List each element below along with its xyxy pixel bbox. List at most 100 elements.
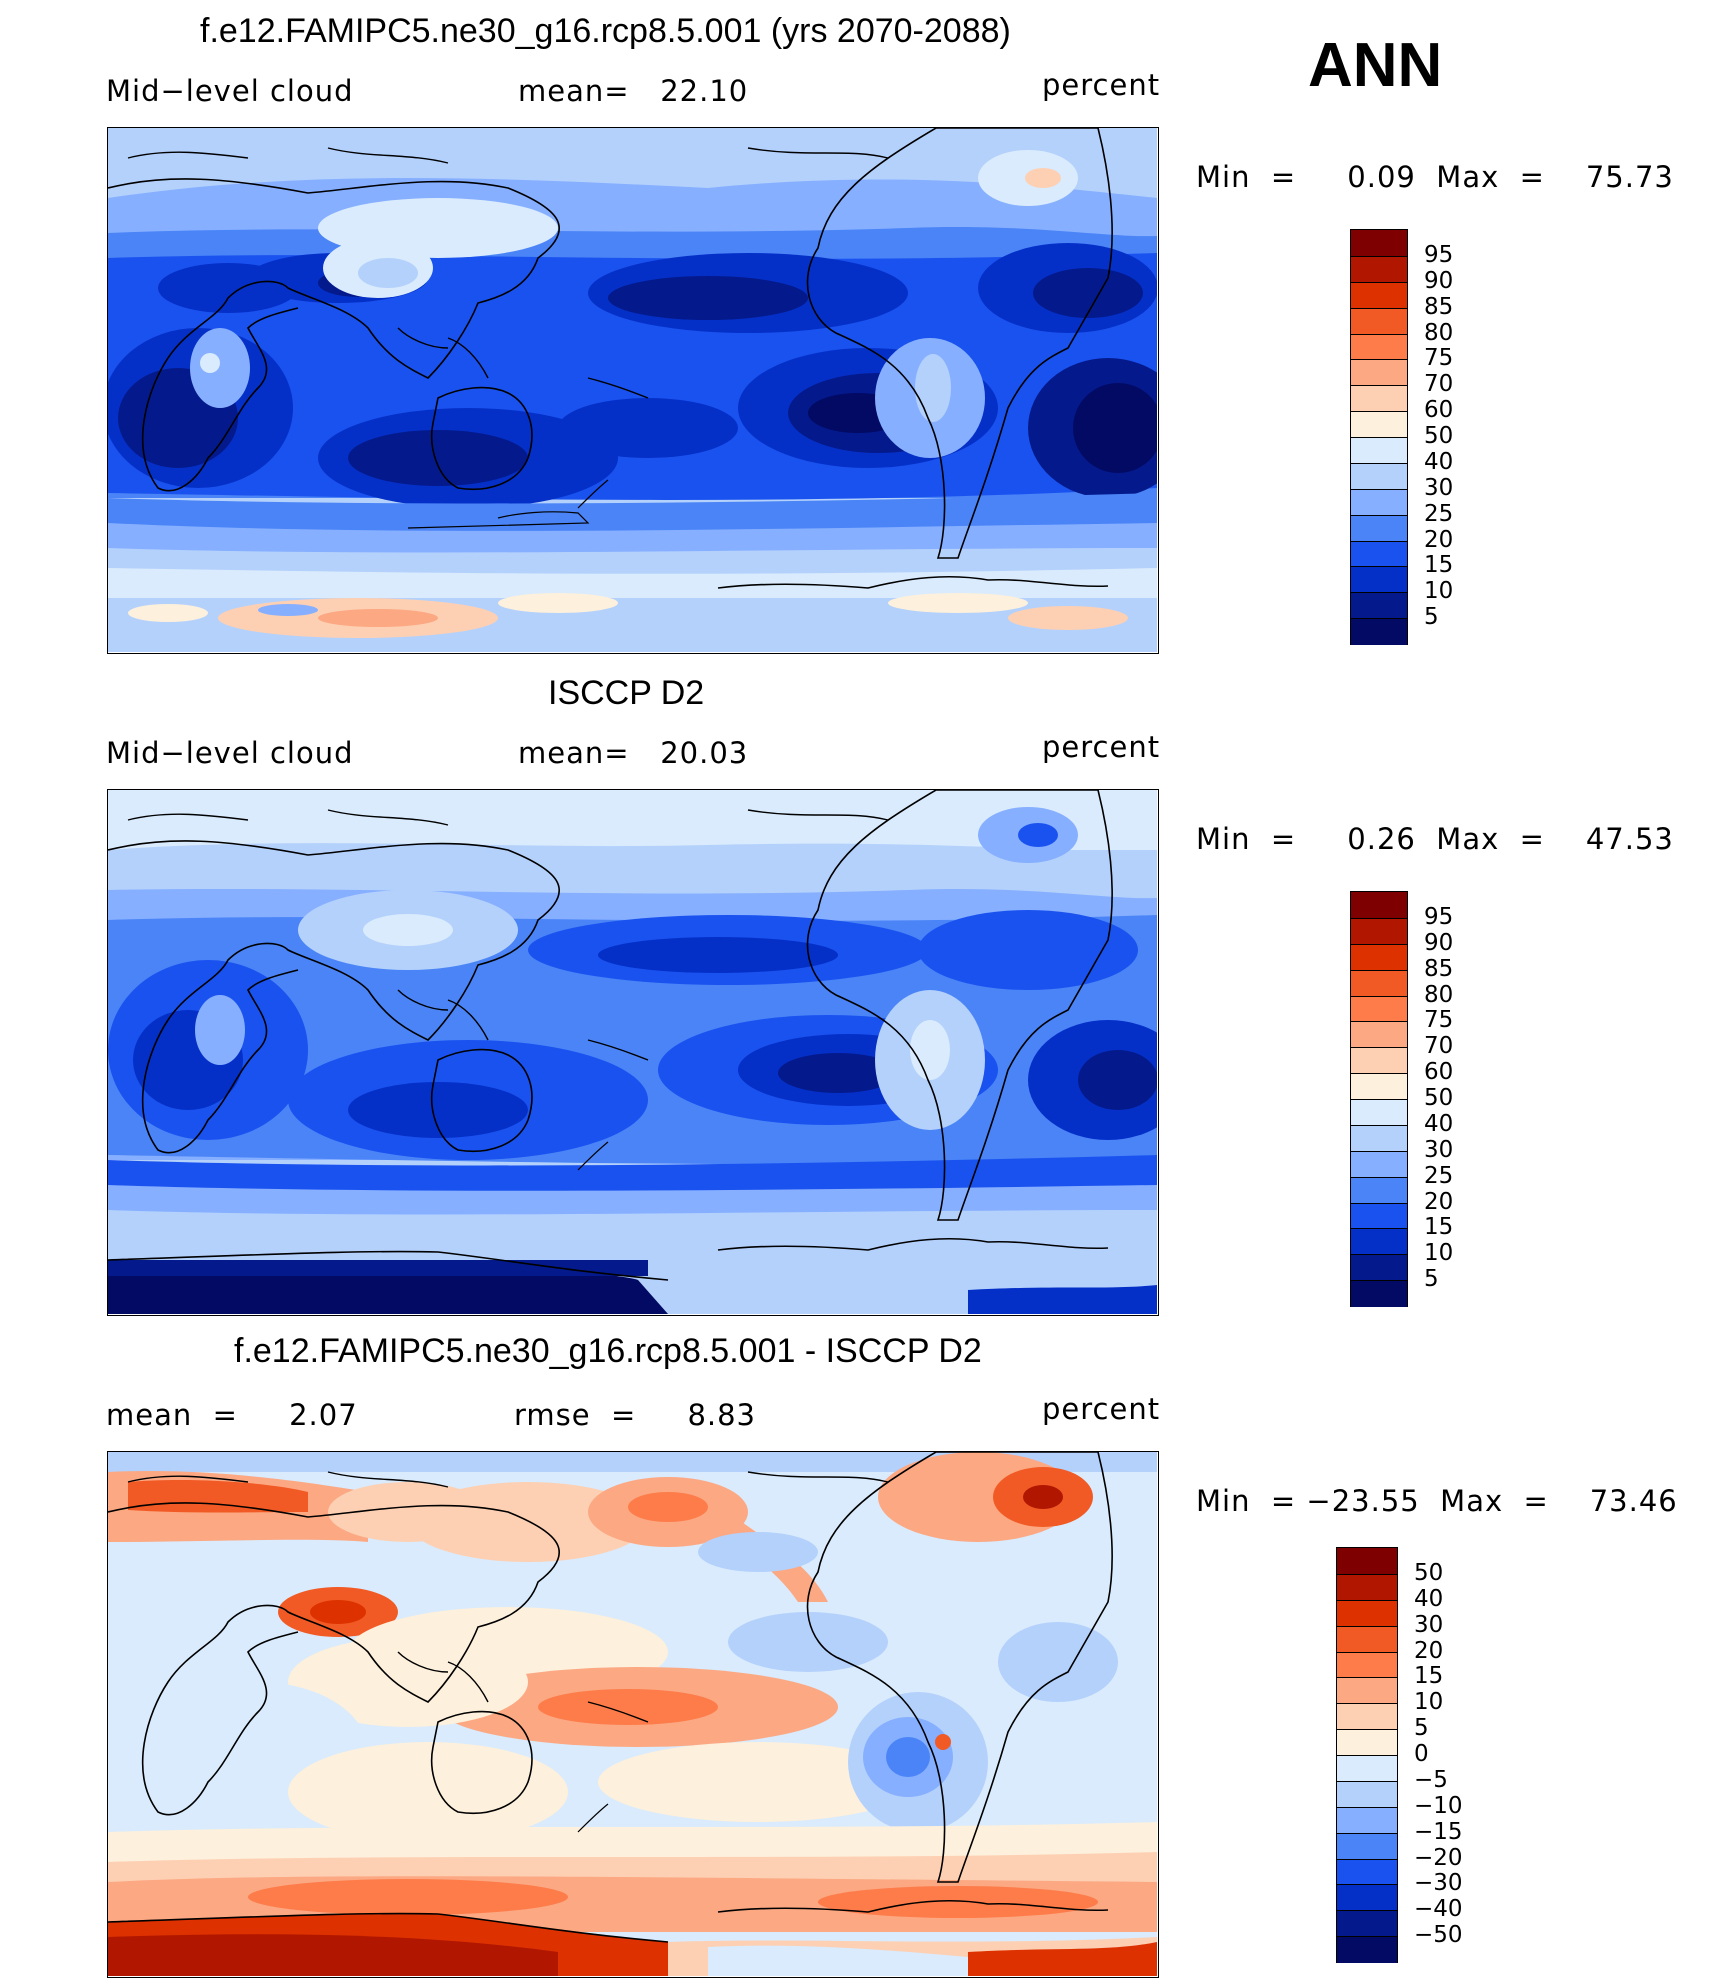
colorbar-swatch bbox=[1337, 1599, 1397, 1627]
panel-2-mean: mean= 20.03 bbox=[518, 736, 749, 770]
panel-2-map bbox=[107, 789, 1159, 1316]
colorbar-tick-label: 40 bbox=[1424, 448, 1454, 475]
colorbar-tick-label: 15 bbox=[1424, 1214, 1454, 1241]
colorbar-swatch bbox=[1337, 1651, 1397, 1679]
colorbar-tick-label: 15 bbox=[1424, 552, 1454, 579]
colorbar-tick-label: 95 bbox=[1424, 241, 1454, 268]
panel-1-title: f.e12.FAMIPC5.ne30_g16.rcp8.5.001 (yrs 2… bbox=[200, 12, 1011, 50]
colorbar-tick-label: 10 bbox=[1414, 1689, 1444, 1716]
colorbar-tick-label: 20 bbox=[1414, 1637, 1444, 1664]
colorbar-swatch bbox=[1351, 281, 1407, 309]
colorbar-swatch bbox=[1351, 892, 1407, 919]
colorbar-swatch bbox=[1351, 255, 1407, 283]
colorbar-swatch bbox=[1351, 1254, 1407, 1282]
colorbar-tick-label: 25 bbox=[1424, 500, 1454, 527]
colorbar-tick-label: 50 bbox=[1424, 1085, 1454, 1111]
colorbar-tick-label: 5 bbox=[1414, 1715, 1429, 1742]
colorbar-swatch bbox=[1337, 1858, 1397, 1886]
colorbar-tick-label: 15 bbox=[1414, 1663, 1444, 1690]
colorbar-tick-label: 30 bbox=[1414, 1611, 1444, 1638]
colorbar-swatch bbox=[1351, 917, 1407, 945]
colorbar-tick-label: 0 bbox=[1414, 1741, 1429, 1767]
colorbar-tick-label: 30 bbox=[1424, 1136, 1454, 1163]
colorbar-swatch bbox=[1351, 1073, 1407, 1100]
panel-2-variable: Mid−level cloud bbox=[106, 736, 354, 770]
panel-2-units: percent bbox=[1042, 730, 1161, 764]
panel-3-map bbox=[107, 1451, 1159, 1978]
colorbar-swatch bbox=[1351, 1280, 1407, 1307]
colorbar-swatch bbox=[1337, 1936, 1397, 1963]
colorbar-tick-label: −15 bbox=[1414, 1818, 1463, 1845]
colorbar-tick-label: 80 bbox=[1424, 319, 1454, 346]
colorbar-swatch bbox=[1337, 1832, 1397, 1860]
colorbar-tick-label: 70 bbox=[1424, 1033, 1454, 1060]
colorbar-tick-label: 10 bbox=[1424, 1240, 1454, 1267]
colorbar-tick-label: −10 bbox=[1414, 1792, 1463, 1819]
panel-2-colorbar bbox=[1350, 891, 1408, 1307]
colorbar-swatch bbox=[1351, 1124, 1407, 1152]
colorbar-tick-label: 30 bbox=[1424, 474, 1454, 501]
colorbar-swatch bbox=[1351, 1176, 1407, 1204]
colorbar-swatch bbox=[1351, 307, 1407, 335]
colorbar-swatch bbox=[1351, 995, 1407, 1023]
colorbar-swatch bbox=[1351, 943, 1407, 971]
colorbar-tick-label: −40 bbox=[1414, 1896, 1463, 1923]
colorbar-tick-label: −50 bbox=[1414, 1922, 1463, 1949]
colorbar-tick-label: 5 bbox=[1424, 1266, 1439, 1293]
colorbar-swatch bbox=[1337, 1625, 1397, 1653]
colorbar-swatch bbox=[1351, 1099, 1407, 1126]
panel-1-minmax: Min = 0.09 Max = 75.73 bbox=[1196, 160, 1674, 194]
colorbar-swatch bbox=[1351, 1228, 1407, 1256]
colorbar-tick-label: 95 bbox=[1424, 903, 1454, 930]
colorbar-tick-label: 20 bbox=[1424, 526, 1454, 553]
colorbar-swatch bbox=[1351, 1021, 1407, 1049]
colorbar-swatch bbox=[1337, 1677, 1397, 1705]
panel-3-minmax: Min = −23.55 Max = 73.46 bbox=[1196, 1484, 1678, 1518]
colorbar-swatch bbox=[1351, 488, 1407, 516]
panel-1-colorbar bbox=[1350, 229, 1408, 645]
colorbar-tick-label: 25 bbox=[1424, 1162, 1454, 1189]
colorbar-tick-label: 85 bbox=[1424, 293, 1454, 320]
colorbar-swatch bbox=[1351, 462, 1407, 490]
colorbar-swatch bbox=[1351, 566, 1407, 594]
colorbar-swatch bbox=[1337, 1729, 1397, 1756]
colorbar-tick-label: 75 bbox=[1424, 1007, 1454, 1034]
colorbar-tick-label: 20 bbox=[1424, 1188, 1454, 1215]
colorbar-tick-label: 90 bbox=[1424, 267, 1454, 294]
colorbar-tick-label: 90 bbox=[1424, 929, 1454, 956]
colorbar-tick-label: −20 bbox=[1414, 1844, 1463, 1871]
colorbar-swatch bbox=[1351, 230, 1407, 257]
colorbar-swatch bbox=[1337, 1910, 1397, 1938]
colorbar-tick-label: 40 bbox=[1414, 1585, 1444, 1612]
panel-2-minmax: Min = 0.26 Max = 47.53 bbox=[1196, 822, 1674, 856]
colorbar-swatch bbox=[1351, 359, 1407, 387]
colorbar-swatch bbox=[1351, 437, 1407, 464]
colorbar-swatch bbox=[1351, 514, 1407, 542]
colorbar-tick-label: −30 bbox=[1414, 1870, 1463, 1897]
colorbar-swatch bbox=[1337, 1548, 1397, 1575]
colorbar-tick-label: 60 bbox=[1424, 1059, 1454, 1086]
colorbar-swatch bbox=[1351, 333, 1407, 361]
colorbar-swatch bbox=[1337, 1780, 1397, 1808]
panel-3-units: percent bbox=[1042, 1392, 1161, 1426]
panel-3-mean: mean = 2.07 bbox=[106, 1398, 358, 1432]
colorbar-swatch bbox=[1351, 1202, 1407, 1230]
colorbar-swatch bbox=[1351, 385, 1407, 413]
panel-3-title: f.e12.FAMIPC5.ne30_g16.rcp8.5.001 - ISCC… bbox=[234, 1332, 982, 1370]
colorbar-tick-label: 70 bbox=[1424, 371, 1454, 398]
season-label: ANN bbox=[1308, 31, 1443, 100]
colorbar-swatch bbox=[1351, 411, 1407, 438]
colorbar-tick-label: 80 bbox=[1424, 981, 1454, 1008]
colorbar-tick-label: 75 bbox=[1424, 345, 1454, 372]
colorbar-swatch bbox=[1337, 1755, 1397, 1782]
colorbar-tick-label: 50 bbox=[1424, 423, 1454, 449]
colorbar-tick-label: −5 bbox=[1414, 1766, 1448, 1793]
colorbar-swatch bbox=[1337, 1703, 1397, 1731]
colorbar-swatch bbox=[1351, 618, 1407, 645]
panel-1-variable: Mid−level cloud bbox=[106, 74, 354, 108]
panel-1-units: percent bbox=[1042, 68, 1161, 102]
panel-1-map bbox=[107, 127, 1159, 654]
colorbar-tick-label: 60 bbox=[1424, 397, 1454, 424]
colorbar-tick-label: 5 bbox=[1424, 604, 1439, 631]
panel-3-colorbar bbox=[1336, 1547, 1398, 1963]
